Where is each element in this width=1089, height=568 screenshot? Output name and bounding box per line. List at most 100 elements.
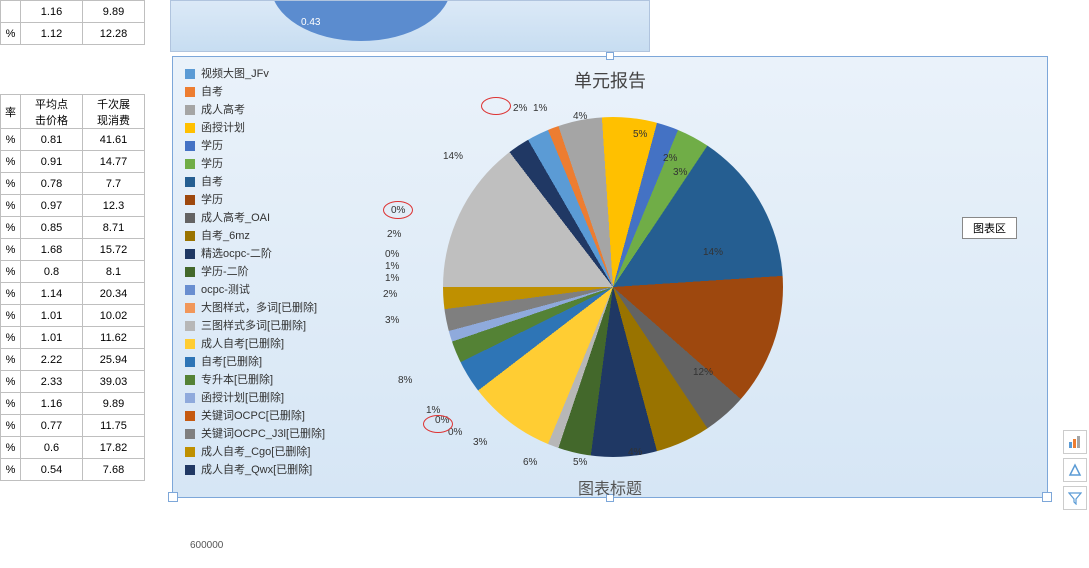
pct-label: 6% (523, 457, 537, 468)
table-cell[interactable]: 0.6 (21, 437, 83, 459)
table-cell[interactable]: % (1, 415, 21, 437)
table-cell[interactable]: 11.75 (83, 415, 145, 437)
pct-label: 3% (473, 437, 487, 448)
column-header[interactable]: 千次展 现消费 (83, 95, 145, 129)
table-cell[interactable]: 9.89 (83, 1, 145, 23)
table-cell[interactable]: % (1, 371, 21, 393)
table-cell[interactable]: % (1, 151, 21, 173)
table-cell[interactable]: 1.01 (21, 327, 83, 349)
legend-item[interactable]: 自考[已删除] (185, 353, 325, 371)
legend-item[interactable]: 自考 (185, 173, 325, 191)
legend-item[interactable]: 学历 (185, 191, 325, 209)
legend-item[interactable]: 成人自考_Cgo[已删除] (185, 443, 325, 461)
data-table: 率平均点 击价格千次展 现消费 %0.8141.61%0.9114.77%0.7… (0, 94, 145, 481)
table-cell[interactable]: % (1, 239, 21, 261)
table-cell[interactable]: 0.81 (21, 129, 83, 151)
pie-chart (423, 97, 803, 477)
legend-item[interactable]: ocpc-测试 (185, 281, 325, 299)
table-cell[interactable]: 0.78 (21, 173, 83, 195)
legend-item[interactable]: 视频大图_JFv (185, 65, 325, 83)
legend-item[interactable]: 成人高考_OAI (185, 209, 325, 227)
legend-item[interactable]: 专升本[已删除] (185, 371, 325, 389)
table-cell[interactable]: 1.01 (21, 305, 83, 327)
legend-item[interactable]: 函授计划[已删除] (185, 389, 325, 407)
chart-filter-icon[interactable] (1063, 486, 1087, 510)
table-cell[interactable]: % (1, 217, 21, 239)
table-cell[interactable]: % (1, 305, 21, 327)
legend-label: 学历 (201, 155, 223, 173)
legend-item[interactable]: 学历-二阶 (185, 263, 325, 281)
legend-swatch (185, 267, 195, 277)
table-cell[interactable]: 0.85 (21, 217, 83, 239)
pct-label: 3% (385, 315, 399, 326)
table-cell[interactable]: 39.03 (83, 371, 145, 393)
legend-item[interactable]: 关键词OCPC[已删除] (185, 407, 325, 425)
table-cell[interactable]: 8.1 (83, 261, 145, 283)
legend-item[interactable]: 关键词OCPC_J3l[已删除] (185, 425, 325, 443)
chart-object[interactable]: 单元报告 视频大图_JFv自考成人高考函授计划学历学历自考学历成人高考_OAI自… (172, 56, 1048, 498)
table-cell[interactable]: 15.72 (83, 239, 145, 261)
table-cell[interactable]: % (1, 393, 21, 415)
table-cell[interactable]: 7.7 (83, 173, 145, 195)
pct-label: 5% (573, 457, 587, 468)
table-cell[interactable]: % (1, 173, 21, 195)
table-cell[interactable]: % (1, 437, 21, 459)
table-cell[interactable]: 1.16 (21, 1, 83, 23)
table-cell[interactable]: % (1, 459, 21, 481)
table-cell[interactable]: 0.97 (21, 195, 83, 217)
table-cell[interactable]: 14.77 (83, 151, 145, 173)
table-cell[interactable]: 11.62 (83, 327, 145, 349)
table-cell[interactable]: % (1, 195, 21, 217)
legend-item[interactable]: 三图样式多词[已删除] (185, 317, 325, 335)
legend-label: 成人自考[已删除] (201, 335, 284, 353)
spreadsheet-area: 1.169.89%1.1212.28 0.43 率平均点 击价格千次展 现消费 … (0, 0, 1089, 550)
table-cell[interactable]: 8.71 (83, 217, 145, 239)
chart-elements-icon[interactable] (1063, 430, 1087, 454)
pct-label: 14% (443, 151, 463, 162)
table-cell[interactable]: % (1, 327, 21, 349)
table-cell[interactable]: 0.8 (21, 261, 83, 283)
table-cell[interactable]: 0.54 (21, 459, 83, 481)
table-cell[interactable]: % (1, 261, 21, 283)
legend-item[interactable]: 学历 (185, 137, 325, 155)
pct-label: 2% (387, 229, 401, 240)
table-cell[interactable]: % (1, 23, 21, 45)
chart-styles-icon[interactable] (1063, 458, 1087, 482)
table-cell[interactable]: % (1, 349, 21, 371)
previous-chart: 0.43 (170, 0, 650, 52)
table-cell[interactable]: 7.68 (83, 459, 145, 481)
legend-item[interactable]: 精选ocpc-二阶 (185, 245, 325, 263)
chart-area-button[interactable]: 图表区 (962, 217, 1017, 239)
legend-item[interactable]: 大图样式，多词[已删除] (185, 299, 325, 317)
table-cell[interactable]: 0.77 (21, 415, 83, 437)
legend-item[interactable]: 自考_6mz (185, 227, 325, 245)
legend-swatch (185, 195, 195, 205)
resize-handle[interactable] (606, 52, 614, 60)
table-cell[interactable]: 1.68 (21, 239, 83, 261)
table-cell[interactable]: 1.14 (21, 283, 83, 305)
table-cell[interactable]: 10.02 (83, 305, 145, 327)
legend-swatch (185, 357, 195, 367)
legend-item[interactable]: 成人高考 (185, 101, 325, 119)
table-cell[interactable]: % (1, 129, 21, 151)
legend-item[interactable]: 成人自考[已删除] (185, 335, 325, 353)
table-cell[interactable] (1, 1, 21, 23)
table-cell[interactable]: 41.61 (83, 129, 145, 151)
column-header[interactable]: 率 (1, 95, 21, 129)
table-cell[interactable]: 2.33 (21, 371, 83, 393)
table-cell[interactable]: 20.34 (83, 283, 145, 305)
legend-item[interactable]: 学历 (185, 155, 325, 173)
table-cell[interactable]: % (1, 283, 21, 305)
table-cell[interactable]: 1.12 (21, 23, 83, 45)
table-cell[interactable]: 12.28 (83, 23, 145, 45)
legend-item[interactable]: 函授计划 (185, 119, 325, 137)
table-cell[interactable]: 12.3 (83, 195, 145, 217)
table-cell[interactable]: 9.89 (83, 393, 145, 415)
table-cell[interactable]: 25.94 (83, 349, 145, 371)
table-cell[interactable]: 1.16 (21, 393, 83, 415)
legend-item[interactable]: 自考 (185, 83, 325, 101)
table-cell[interactable]: 0.91 (21, 151, 83, 173)
table-cell[interactable]: 2.22 (21, 349, 83, 371)
table-cell[interactable]: 17.82 (83, 437, 145, 459)
column-header[interactable]: 平均点 击价格 (21, 95, 83, 129)
